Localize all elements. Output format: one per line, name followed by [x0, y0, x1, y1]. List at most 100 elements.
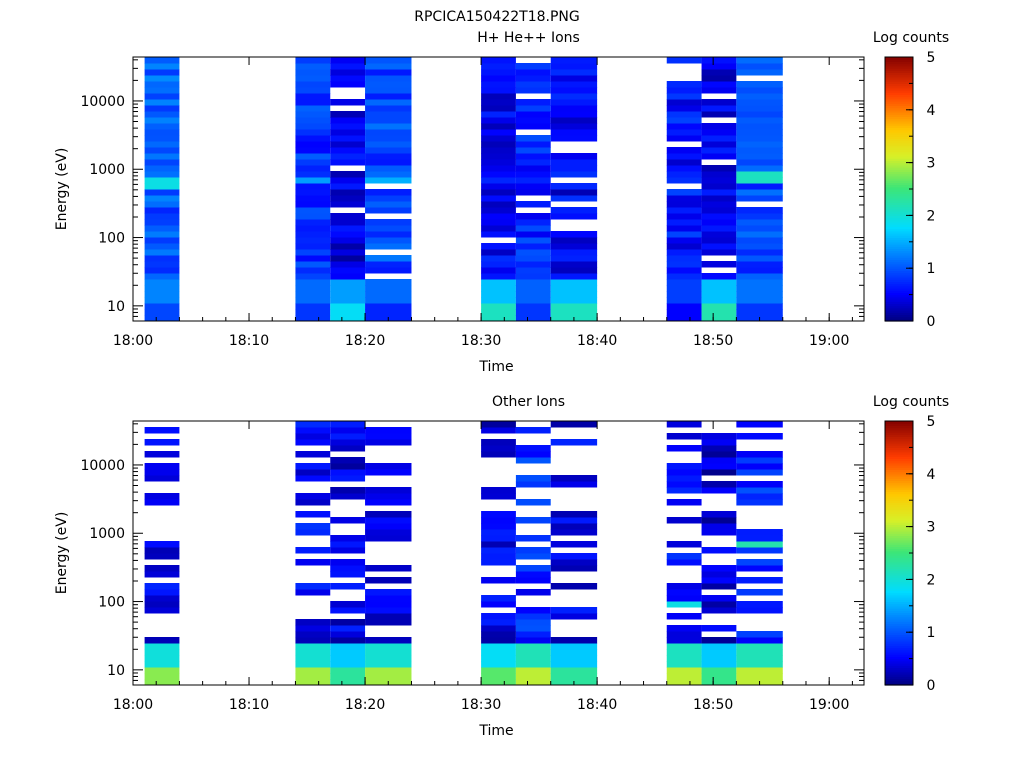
heatmap-cell [550, 243, 598, 250]
heatmap-cell [666, 159, 702, 166]
heatmap-cell [144, 583, 180, 590]
colorbar-segment [885, 149, 913, 153]
colorbar-segment [885, 572, 913, 576]
colorbar-segment [885, 156, 913, 159]
colorbar-segment [885, 423, 913, 426]
heatmap-cell [295, 631, 331, 638]
heatmap-cell [330, 141, 366, 148]
heatmap-cell [144, 93, 180, 100]
heatmap-cell [144, 679, 180, 686]
heatmap-cell [701, 273, 737, 280]
colorbar-segment [885, 140, 913, 144]
heatmap-cell [295, 105, 331, 112]
heatmap-cell [365, 499, 412, 506]
heatmap-cell [144, 637, 180, 644]
heatmap-cell [666, 673, 702, 680]
heatmap-cell [736, 105, 783, 112]
heatmap-cell [666, 553, 702, 560]
colorbar-segment [885, 252, 913, 256]
heatmap-cell [701, 673, 737, 680]
colorbar-segment [885, 502, 913, 506]
y-tick-label: 1000 [89, 526, 125, 542]
heatmap-cell [481, 315, 516, 322]
colorbar-segment [885, 429, 913, 433]
heatmap-cell [365, 601, 412, 608]
heatmap-cell [295, 153, 331, 160]
colorbar-segment [885, 57, 913, 60]
heatmap-cell [330, 231, 366, 238]
colorbar-segment [885, 544, 913, 547]
heatmap-cell [701, 511, 737, 518]
heatmap-cell [550, 183, 598, 190]
colorbar-segment [885, 312, 913, 315]
heatmap-cell [330, 433, 366, 440]
colorbar-segment [885, 447, 913, 451]
heatmap-cell [550, 673, 598, 680]
heatmap-cell [144, 553, 180, 560]
heatmap-cell [481, 291, 516, 298]
colorbar-segment [885, 553, 913, 556]
colorbar-segment [885, 451, 913, 455]
colorbar-segment [885, 79, 913, 82]
heatmap-cell [701, 583, 737, 590]
colorbar-segment [885, 160, 913, 164]
colorbar-segment [885, 564, 913, 567]
heatmap-cell [330, 255, 366, 262]
heatmap-cell [144, 439, 180, 446]
colorbar-segment [885, 458, 913, 462]
heatmap-cell [701, 303, 737, 310]
heatmap-cell [144, 595, 180, 602]
heatmap-cell [701, 225, 737, 232]
colorbar-segment [885, 506, 913, 510]
heatmap-cell [701, 487, 737, 494]
colorbar-segment [885, 482, 913, 486]
heatmap-cell [701, 177, 737, 184]
colorbar-segment [885, 599, 913, 602]
heatmap-cell [481, 511, 516, 518]
colorbar-segment [885, 671, 913, 675]
x-axis-label: Time [478, 359, 513, 375]
heatmap-cell [736, 147, 783, 154]
heatmap-cell [666, 297, 702, 304]
heatmap-cell [701, 517, 737, 524]
heatmap-cell [701, 63, 737, 70]
heatmap-cell [550, 511, 598, 518]
heatmap-cell [295, 309, 331, 316]
heatmap-cell [666, 153, 702, 160]
colorbar-segment [885, 487, 913, 490]
heatmap-cell [666, 475, 702, 482]
colorbar-segment [885, 294, 913, 298]
heatmap-cell [550, 553, 598, 560]
heatmap-cell [144, 225, 180, 232]
colorbar-segment [885, 432, 913, 435]
heatmap-cell [736, 243, 783, 250]
heatmap-cell [481, 165, 516, 172]
heatmap-cell [295, 291, 331, 298]
colorbar-segment [885, 211, 913, 214]
heatmap-cell [295, 523, 331, 530]
colorbar-segment [885, 537, 913, 541]
heatmap-cell [515, 183, 551, 190]
heatmap-cell [550, 279, 598, 286]
heatmap-cell [515, 273, 551, 280]
heatmap-cell [295, 279, 331, 286]
colorbar-segment [885, 575, 913, 578]
heatmap-cell [481, 147, 516, 154]
heatmap-cell [295, 673, 331, 680]
heatmap-cell [515, 231, 551, 238]
heatmap-cell [481, 547, 516, 554]
heatmap-cell [481, 523, 516, 530]
heatmap-cell [666, 201, 702, 208]
heatmap-cell [481, 75, 516, 82]
y-tick-label: 100 [98, 595, 125, 611]
heatmap-cell [295, 649, 331, 656]
colorbar-segment [885, 440, 913, 444]
heatmap-cell [365, 159, 412, 166]
colorbar-segment [885, 533, 913, 536]
heatmap-cell [666, 315, 702, 322]
colorbar-segment [885, 248, 913, 252]
heatmap-cell [701, 105, 737, 112]
heatmap-cell [736, 535, 783, 542]
heatmap-cell [666, 267, 702, 274]
